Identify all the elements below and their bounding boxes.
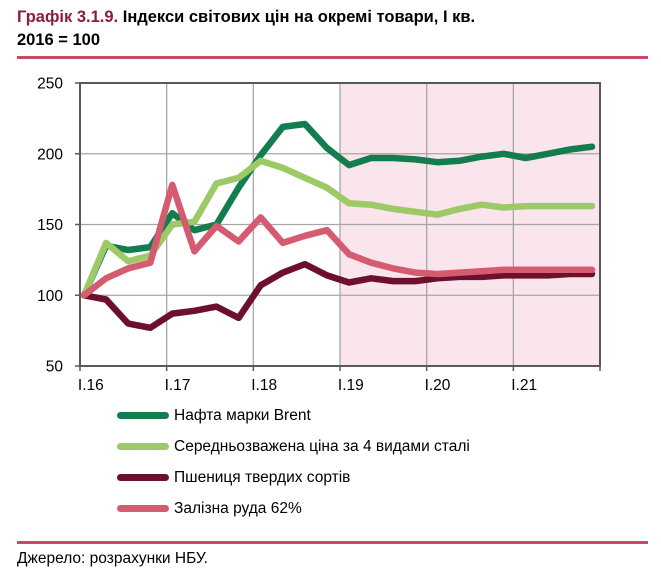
legend-item-iron-ore: Залізна руда 62% — [117, 493, 470, 524]
x-axis-label: І.21 — [511, 377, 537, 394]
legend-swatch-brent — [117, 412, 169, 419]
legend-label-brent: Нафта марки Brent — [174, 406, 311, 424]
chart-title-line2: 2016 = 100 — [17, 31, 101, 49]
y-axis-label: 200 — [37, 146, 63, 163]
legend-label-iron-ore: Залізна руда 62% — [174, 499, 302, 517]
x-axis-label: І.20 — [425, 377, 451, 394]
chart-legend: Нафта марки Brent Середньозважена ціна з… — [117, 400, 470, 524]
y-axis-label: 150 — [37, 217, 63, 234]
y-axis-label: 250 — [37, 76, 63, 93]
series-line-wheat — [80, 260, 596, 332]
legend-label-wheat: Пшениця твердих сортів — [174, 468, 351, 486]
legend-item-wheat: Пшениця твердих сортів — [117, 462, 470, 493]
legend-swatch-iron-ore — [117, 505, 169, 512]
x-axis-label: І.19 — [338, 377, 364, 394]
legend-item-brent: Нафта марки Brent — [117, 400, 470, 431]
legend-swatch-wheat — [117, 474, 169, 481]
series-line-brent — [80, 120, 596, 299]
series-line-iron-ore — [80, 181, 596, 299]
chart-number: Графік 3.1.9. — [17, 8, 119, 26]
legend-label-steel: Середньозважена ціна за 4 видами сталі — [174, 437, 470, 455]
bottom-divider — [17, 541, 648, 544]
x-axis-label: І.17 — [165, 377, 191, 394]
top-divider — [17, 56, 648, 59]
y-axis-label: 100 — [37, 288, 63, 305]
y-axis-label: 50 — [46, 359, 64, 376]
x-axis-label: І.18 — [251, 377, 277, 394]
legend-item-steel: Середньозважена ціна за 4 видами сталі — [117, 431, 470, 462]
x-axis-label: І.16 — [78, 377, 104, 394]
chart-title: Графік 3.1.9. Індекси світових цін на ок… — [17, 6, 637, 52]
series-line-steel — [80, 157, 596, 299]
plot-border — [79, 82, 601, 367]
chart-title-line1: Індекси світових цін на окремі товари, І… — [122, 8, 476, 26]
legend-swatch-steel — [117, 443, 169, 450]
source-note: Джерело: розрахунки НБУ. — [17, 550, 208, 567]
